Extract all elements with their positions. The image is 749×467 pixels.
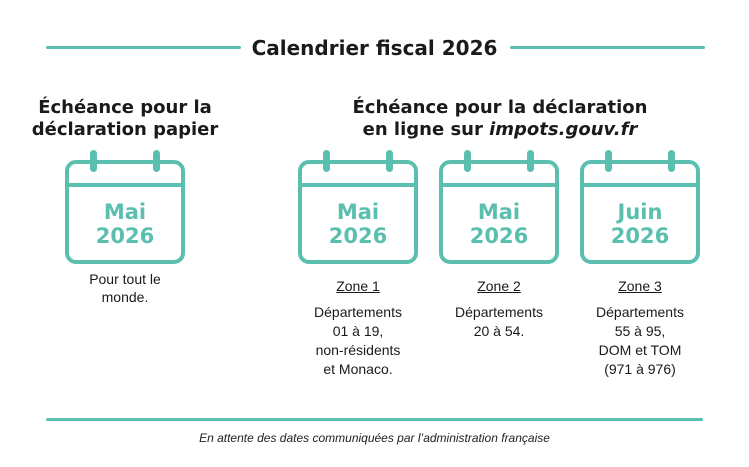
zone-line: (971 à 976) (604, 361, 676, 377)
zone-description: Départements 55 à 95, DOM et TOM (971 à … (560, 303, 720, 379)
calendar-zone-1: Mai 2026 (297, 148, 419, 266)
online-heading: Échéance pour la déclaration en ligne su… (330, 97, 670, 141)
zone-line: DOM et TOM (598, 342, 682, 358)
zone-line: 55 à 95, (614, 323, 666, 339)
online-heading-site: impots.gouv.fr (489, 119, 638, 140)
calendar-icon (580, 150, 700, 264)
online-heading-line1: Échéance pour la déclaration (352, 97, 648, 118)
footer-note: En attente des dates communiquées par l’… (199, 431, 550, 445)
zone-label: Zone 2 (477, 278, 521, 294)
zone-description: Départements 20 à 54. (419, 303, 579, 341)
zone-line: Départements (314, 304, 402, 320)
calendar-year: 2026 (469, 224, 529, 248)
zone-line: 20 à 54. (473, 323, 525, 339)
calendar-month: Mai (477, 200, 521, 224)
calendar-icon (439, 150, 559, 264)
calendar-zone-3: Juin 2026 (579, 148, 701, 266)
online-heading-line2: en ligne sur impots.gouv.fr (330, 119, 670, 141)
calendar-month: Mai (103, 200, 147, 224)
paper-heading-line1: Échéance pour la (38, 97, 212, 118)
zone-line: 01 à 19, (332, 323, 384, 339)
calendar-month: Mai (336, 200, 380, 224)
title-rule-right (510, 46, 705, 49)
zone-description: Départements 01 à 19, non-résidents et M… (278, 303, 438, 379)
calendar-zone-2: Mai 2026 (438, 148, 560, 266)
paper-note: Pour tout le monde. (45, 270, 205, 306)
zone-line: Départements (455, 304, 543, 320)
paper-heading-line2: déclaration papier (31, 119, 219, 140)
online-heading-prefix: en ligne sur (362, 119, 490, 140)
calendar-paper: Mai 2026 (64, 148, 186, 266)
page-title: Calendrier fiscal 2026 (251, 36, 498, 60)
calendar-icon (298, 150, 418, 264)
calendar-year: 2026 (610, 224, 670, 248)
zone-line: non-résidents (315, 342, 401, 358)
footer-rule (46, 418, 703, 421)
zone-line: Départements (596, 304, 684, 320)
title-rule-left (46, 46, 241, 49)
calendar-year: 2026 (95, 224, 155, 248)
zone-line: et Monaco. (323, 361, 393, 377)
calendar-month: Juin (617, 200, 663, 224)
calendar-year: 2026 (328, 224, 388, 248)
zone-label: Zone 1 (336, 278, 380, 294)
paper-note-line2: monde. (101, 289, 149, 305)
paper-note-line1: Pour tout le (89, 271, 161, 287)
zone-label: Zone 3 (618, 278, 662, 294)
calendar-icon (65, 150, 185, 264)
paper-heading: Échéance pour la déclaration papier (25, 97, 225, 141)
